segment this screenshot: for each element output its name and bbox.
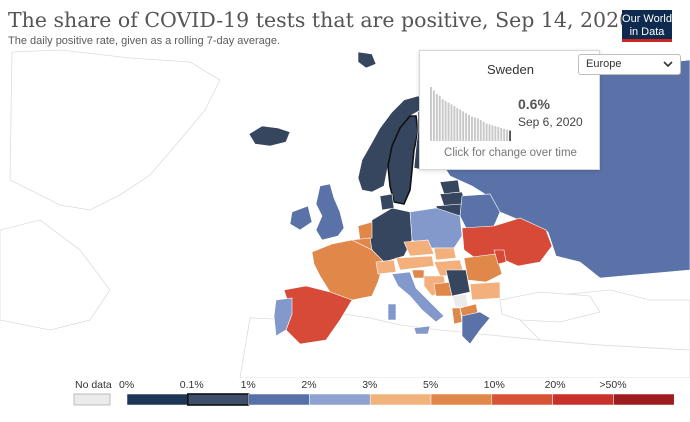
greenland-outline [9, 49, 221, 211]
country-moldova[interactable] [493, 249, 507, 265]
sparkline-bar [462, 111, 465, 141]
chevron-down-icon [663, 61, 673, 68]
sparkline-bar [488, 124, 491, 141]
legend-tick-label: 20% [544, 379, 566, 391]
sparkline-bar [497, 127, 500, 141]
sparkline-bar [506, 129, 509, 141]
country-uk[interactable] [315, 183, 345, 241]
country-turkey[interactable] [499, 291, 601, 323]
sparkline-bar [456, 107, 459, 141]
chart-title: The share of COVID-19 tests that are pos… [8, 8, 633, 32]
country-sicily[interactable] [413, 325, 431, 335]
legend-bin[interactable] [552, 393, 614, 406]
sparkline-bar [459, 109, 462, 141]
chart-subtitle: The daily positive rate, given as a roll… [8, 35, 281, 47]
legend-bin[interactable] [309, 393, 371, 406]
legend-bin[interactable] [613, 393, 675, 406]
logo-line-1: Our World [622, 13, 672, 25]
legend-bin[interactable] [187, 393, 250, 406]
sparkline-bar [435, 93, 438, 141]
sparkline-bar [471, 116, 473, 141]
country-denmark[interactable] [379, 193, 395, 211]
country-greece[interactable] [461, 311, 491, 345]
tooltip-value: 0.6% [518, 96, 550, 112]
sparkline-bar [503, 128, 506, 141]
legend-bin[interactable] [248, 393, 310, 406]
tooltip-sparkline [430, 87, 511, 141]
baffin-outline [0, 219, 111, 331]
country-portugal[interactable] [273, 297, 293, 337]
owid-logo[interactable]: Our World in Data [622, 10, 672, 42]
country-ireland[interactable] [289, 205, 313, 231]
legend-tick-label: 5% [423, 379, 439, 391]
region-select-value: Europe [586, 58, 622, 70]
legend-bin[interactable] [430, 393, 493, 406]
tooltip-country: Sweden [487, 62, 534, 77]
legend-no-data-swatch [73, 393, 111, 406]
country-austria[interactable] [395, 255, 435, 271]
sparkline-bar [494, 126, 497, 141]
sparkline-bar [444, 100, 447, 141]
country-switzerland[interactable] [375, 259, 397, 275]
legend-tick-label: 10% [483, 379, 505, 391]
country-tooltip[interactable]: Sweden 0.6% Sep 6, 2020 Click for change… [419, 50, 600, 170]
country-albania[interactable] [451, 307, 463, 325]
country-slovenia[interactable] [411, 269, 425, 279]
country-iceland[interactable] [248, 125, 291, 147]
tooltip-hint[interactable]: Click for change over time [444, 147, 577, 159]
legend-tick-label: >50% [599, 379, 627, 391]
sparkline-bar [482, 121, 485, 141]
region-select[interactable]: Europe [578, 54, 681, 75]
logo-line-2: in Data [629, 26, 665, 38]
legend-tick-label: 1% [240, 379, 256, 391]
sparkline-bar [438, 95, 441, 141]
legend-bin[interactable] [491, 393, 553, 406]
country-estonia[interactable] [439, 179, 461, 195]
sparkline-bar [491, 125, 494, 141]
sparkline-bar [473, 117, 476, 141]
legend-swatches [73, 393, 675, 406]
legend-bin[interactable] [369, 393, 432, 406]
legend-no-data-label: No data [75, 379, 112, 391]
tooltip-date: Sep 6, 2020 [518, 115, 583, 129]
sparkline-bar [450, 104, 453, 141]
sparkline-bar [485, 123, 488, 141]
sparkline-bar [432, 90, 435, 141]
sparkline-bar [453, 106, 456, 141]
country-sweden[interactable] [387, 115, 419, 205]
legend-tick-label: 0% [119, 379, 135, 391]
sparkline-bar [509, 130, 511, 141]
legend-tick-label: 0.1% [179, 379, 204, 391]
sparkline-bar [479, 120, 482, 141]
sparkline-bar [430, 87, 432, 141]
country-italy[interactable] [391, 271, 445, 323]
legend-bin[interactable] [126, 393, 189, 406]
sparkline-bar [447, 102, 450, 141]
country-czechia[interactable] [403, 239, 435, 257]
country-france[interactable] [311, 239, 385, 301]
country-bulgaria[interactable] [469, 281, 501, 301]
legend-tick-label: 3% [362, 379, 378, 391]
country-romania[interactable] [463, 253, 503, 283]
country-serbia[interactable] [445, 269, 471, 297]
legend-tick-label: 2% [301, 379, 317, 391]
sparkline-bar [500, 127, 503, 141]
logo-bar [622, 39, 672, 42]
sparkline-bar [465, 113, 468, 141]
country-svalbard[interactable] [357, 51, 377, 69]
country-slovakia[interactable] [433, 247, 457, 261]
sparkline-bar [468, 114, 470, 141]
sparkline-bar [476, 118, 479, 141]
country-kosovo[interactable] [451, 293, 469, 309]
country-netherlands[interactable] [357, 221, 373, 241]
sparkline-bar [441, 99, 444, 141]
country-sardinia[interactable] [387, 303, 397, 321]
